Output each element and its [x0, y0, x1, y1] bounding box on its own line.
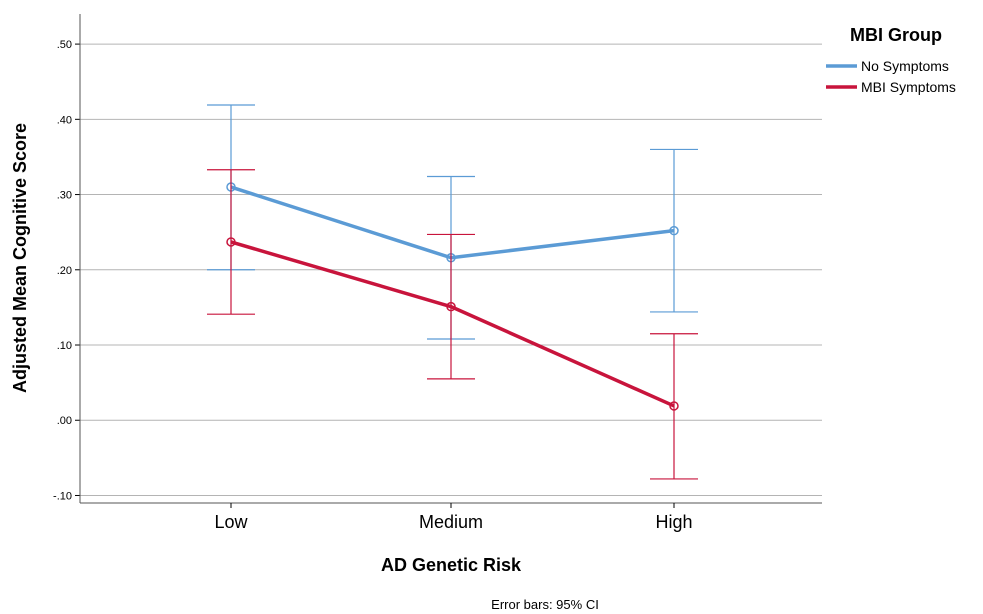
legend: MBI Group No Symptoms MBI Symptoms — [826, 25, 956, 95]
y-axis-title: Adjusted Mean Cognitive Score — [10, 123, 30, 393]
axes: .50 .40 .30 .20 .10 .00 -.10 Low Medium High — [53, 14, 822, 532]
data-point — [226, 237, 236, 247]
series-line — [230, 185, 675, 260]
y-tick-label: .40 — [57, 114, 72, 126]
series-mbi-symptoms — [207, 169, 698, 480]
y-tick-label: .10 — [57, 340, 72, 352]
legend-item-mbi-symptoms: MBI Symptoms — [826, 79, 956, 95]
legend-label: No Symptoms — [861, 58, 949, 74]
data-point — [669, 401, 679, 411]
x-tick-label-low: Low — [214, 512, 248, 532]
legend-label: MBI Symptoms — [861, 79, 956, 95]
error-bars-footnote: Error bars: 95% CI — [491, 597, 599, 612]
legend-title: MBI Group — [850, 25, 942, 45]
series — [207, 104, 698, 480]
y-tick-label: .30 — [57, 190, 72, 202]
x-tick-label-high: High — [655, 512, 692, 532]
x-tick-label-medium: Medium — [419, 512, 483, 532]
x-axis-title: AD Genetic Risk — [381, 555, 522, 575]
data-point — [446, 301, 456, 312]
data-point — [669, 225, 679, 236]
series-no-symptoms — [207, 104, 698, 340]
y-tick-label: .00 — [57, 415, 72, 427]
y-tick-label: .50 — [57, 39, 72, 51]
y-tick-label: .20 — [57, 265, 72, 277]
series-line — [230, 240, 675, 408]
legend-item-no-symptoms: No Symptoms — [826, 58, 949, 74]
y-tick-label: -.10 — [53, 490, 72, 502]
